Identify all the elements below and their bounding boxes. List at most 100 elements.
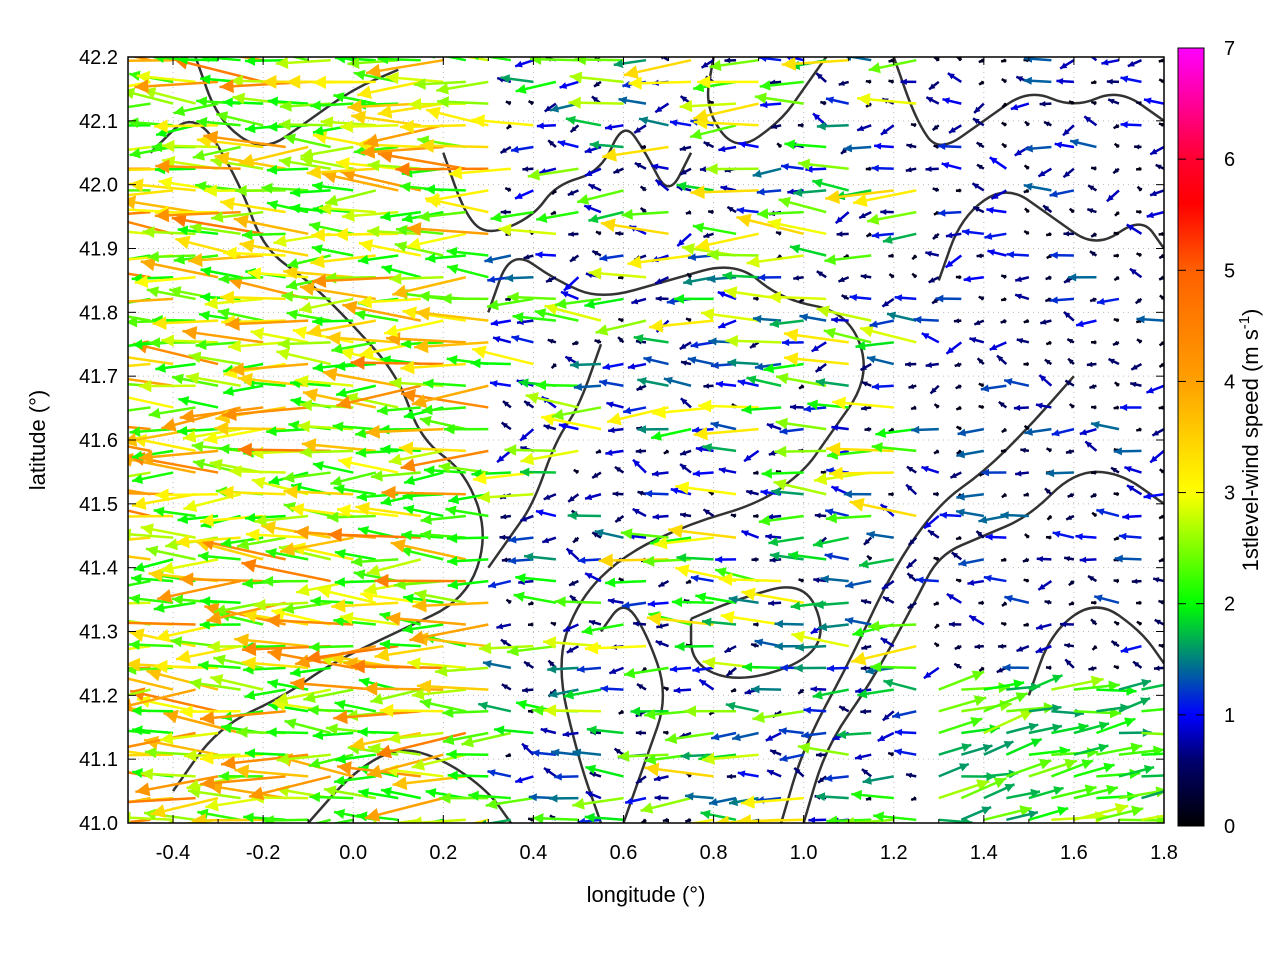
wind-vector-head	[761, 468, 772, 479]
wind-vector	[515, 80, 557, 94]
wind-vector-head	[865, 166, 871, 172]
wind-vector-head	[200, 292, 211, 303]
wind-vector	[128, 272, 151, 279]
wind-vector	[155, 362, 196, 373]
wind-vector	[874, 142, 894, 150]
wind-vector-head	[370, 693, 384, 705]
wind-vector	[403, 471, 444, 486]
wind-vector-head	[646, 612, 662, 626]
wind-vector	[969, 337, 985, 344]
wind-vector	[750, 642, 759, 649]
wind-vector-head	[1023, 578, 1029, 583]
wind-vector-head	[652, 405, 667, 419]
wind-vector-head	[419, 415, 432, 427]
wind-vector-head	[436, 82, 449, 95]
wind-vector	[1028, 723, 1063, 735]
wind-vector-head	[1068, 600, 1075, 606]
wind-vector-head	[161, 139, 175, 153]
wind-vector-head	[751, 643, 757, 649]
wind-vector-head	[568, 495, 575, 502]
wind-vector-head	[618, 578, 624, 583]
wind-vector-head	[358, 525, 370, 536]
wind-vector	[203, 427, 264, 445]
wind-vector-head	[1124, 466, 1132, 473]
wind-vector-head	[752, 314, 762, 324]
wind-vector	[471, 114, 534, 128]
wind-vector	[945, 341, 963, 355]
wind-vector	[447, 555, 489, 567]
wind-vector-head	[379, 639, 391, 650]
wind-vector	[718, 467, 737, 474]
wind-vector-head	[849, 497, 865, 512]
wind-vector	[548, 688, 579, 699]
wind-vector	[407, 657, 466, 670]
wind-vector	[741, 404, 782, 415]
wind-vector-head	[284, 718, 297, 730]
wind-vector	[327, 511, 376, 523]
contour-line	[689, 586, 822, 680]
wind-vector-head	[855, 687, 862, 694]
wind-vector	[245, 528, 309, 542]
wind-vector	[978, 600, 984, 606]
wind-vector	[487, 579, 512, 589]
wind-vector-head	[1092, 512, 1097, 518]
wind-vector	[199, 710, 286, 725]
wind-vector-head	[718, 467, 726, 474]
wind-vector	[535, 210, 579, 223]
wind-vector-head	[851, 651, 867, 666]
wind-vector-head	[478, 642, 492, 655]
wind-vector-head	[554, 772, 562, 781]
wind-vector-head	[676, 553, 687, 563]
wind-vector	[1068, 600, 1075, 606]
wind-vector-shaft	[128, 406, 151, 412]
wind-vector-head	[640, 802, 654, 814]
wind-vector	[222, 406, 309, 422]
wind-vector-head	[482, 659, 492, 669]
wind-vector-shaft	[128, 514, 174, 518]
wind-vector-head	[423, 378, 434, 389]
wind-vector	[312, 75, 376, 90]
wind-vector	[500, 638, 512, 648]
wind-vector	[1129, 267, 1143, 279]
wind-vector-head	[177, 425, 188, 436]
wind-vector	[774, 445, 827, 458]
wind-vector	[998, 643, 1007, 649]
wind-vector	[153, 506, 196, 518]
wind-vector	[514, 775, 534, 784]
wind-vector	[815, 792, 849, 802]
wind-vector-head	[974, 643, 981, 650]
wind-vector-shaft	[128, 732, 129, 735]
wind-vector	[554, 772, 579, 781]
wind-vector-head	[939, 511, 948, 519]
wind-vector	[931, 124, 940, 132]
wind-vector	[726, 205, 737, 214]
wind-vector-head	[527, 708, 533, 714]
wind-vector	[324, 189, 377, 207]
wind-vector-head	[370, 470, 383, 482]
wind-vector	[523, 254, 534, 260]
wind-vector-head	[818, 777, 825, 783]
wind-vector	[1120, 75, 1142, 84]
wind-vector-head	[167, 818, 174, 823]
wind-vector	[753, 622, 759, 627]
wind-vector-head	[354, 309, 366, 321]
wind-vector	[814, 363, 827, 373]
wind-vector	[817, 775, 827, 784]
wind-vector-head	[363, 582, 378, 595]
wind-vector	[888, 491, 894, 497]
wind-vector-head	[775, 372, 789, 385]
wind-vector-head	[524, 401, 531, 407]
wind-vector-shaft	[128, 753, 174, 757]
wind-vector-head	[1038, 583, 1046, 590]
wind-vector-head	[412, 598, 427, 613]
wind-vector-head	[778, 196, 791, 208]
wind-vector-shaft	[222, 406, 309, 417]
wind-vector	[220, 290, 286, 305]
wind-vector-head	[852, 627, 864, 638]
wind-vector	[550, 621, 557, 627]
wind-vector-head	[353, 69, 366, 81]
wind-vector-head	[585, 493, 593, 501]
wind-vector	[793, 275, 804, 281]
wind-vector	[1006, 788, 1041, 800]
wind-vector	[355, 501, 421, 518]
